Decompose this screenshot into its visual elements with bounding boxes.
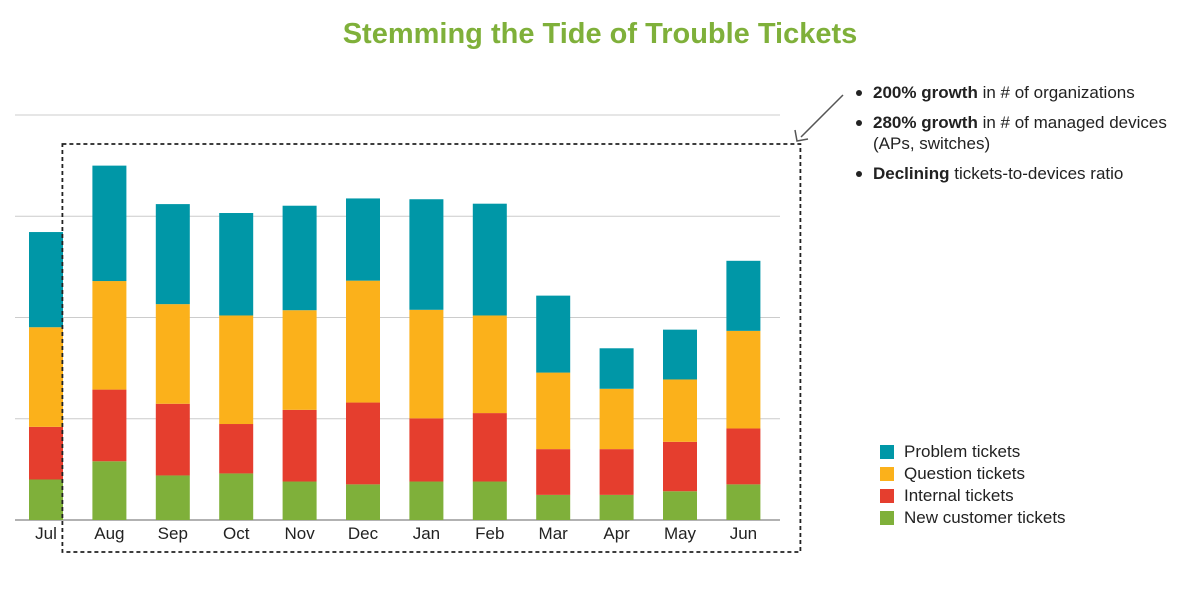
legend-label: Question tickets bbox=[904, 464, 1025, 483]
bar-segment-problem-tickets bbox=[663, 329, 697, 380]
annotation-arrow-line bbox=[800, 94, 844, 138]
bar-segment-question-tickets bbox=[155, 304, 190, 404]
bar-segment-internal-tickets bbox=[726, 428, 761, 485]
bar-segment-internal-tickets bbox=[346, 402, 380, 485]
bar-segment-internal-tickets bbox=[536, 449, 571, 495]
bar-segment-new-customer-tickets bbox=[472, 481, 507, 520]
bar-segment-question-tickets bbox=[472, 315, 507, 414]
bar-segment-question-tickets bbox=[219, 315, 254, 425]
legend-swatch-problem bbox=[880, 445, 894, 459]
bar-segment-new-customer-tickets bbox=[29, 479, 63, 520]
x-tick-label: Nov bbox=[284, 524, 315, 543]
legend-item: Problem tickets bbox=[880, 441, 1066, 463]
bar-segment-internal-tickets bbox=[29, 426, 63, 480]
x-tick-label: Dec bbox=[348, 524, 379, 543]
bar-segment-new-customer-tickets bbox=[536, 494, 571, 520]
bar-segment-new-customer-tickets bbox=[599, 494, 634, 520]
legend-swatch-internal bbox=[880, 489, 894, 503]
bar-segment-internal-tickets bbox=[472, 413, 507, 482]
bar-segment-problem-tickets bbox=[472, 203, 507, 316]
bar-segment-new-customer-tickets bbox=[726, 484, 761, 520]
annotation-text: in # of organizations bbox=[977, 83, 1135, 102]
bar-segment-new-customer-tickets bbox=[663, 491, 697, 520]
legend-label: New customer tickets bbox=[904, 508, 1066, 527]
bar-segment-question-tickets bbox=[536, 372, 571, 450]
bar-segment-internal-tickets bbox=[663, 441, 697, 492]
x-tick-label: Jan bbox=[413, 524, 440, 543]
chart-title: Stemming the Tide of Trouble Tickets bbox=[342, 18, 858, 50]
bar-segment-problem-tickets bbox=[282, 205, 317, 311]
gridlines bbox=[15, 114, 780, 521]
legend-item: Question tickets bbox=[880, 463, 1066, 485]
legend-label: Problem tickets bbox=[904, 442, 1021, 461]
bar-segment-internal-tickets bbox=[282, 409, 317, 482]
x-tick-label: Sep bbox=[158, 524, 188, 543]
bar-segment-new-customer-tickets bbox=[282, 481, 317, 520]
annotation-text: in # of managed devices (APs, switches) bbox=[873, 113, 1167, 153]
legend-label: Internal tickets bbox=[904, 486, 1014, 505]
bar-segment-question-tickets bbox=[92, 281, 127, 390]
bar-segment-problem-tickets bbox=[92, 165, 127, 282]
legend-swatch-new-customer bbox=[880, 511, 894, 525]
bar-segment-problem-tickets bbox=[726, 260, 761, 331]
bar-segment-problem-tickets bbox=[155, 204, 190, 305]
bar-stacks bbox=[29, 165, 761, 520]
x-tick-label: Jun bbox=[730, 524, 757, 543]
bar-segment-new-customer-tickets bbox=[346, 484, 380, 520]
bar-segment-new-customer-tickets bbox=[155, 475, 190, 520]
annotation-overlay bbox=[61, 94, 844, 553]
annotation-bullet: 280% growth in # of managed devices (APs… bbox=[855, 112, 1195, 154]
bar-segment-problem-tickets bbox=[219, 213, 254, 316]
x-tick-label: Aug bbox=[94, 524, 124, 543]
bar-segment-new-customer-tickets bbox=[409, 481, 444, 520]
x-tick-label: Feb bbox=[475, 524, 504, 543]
legend-swatch-question bbox=[880, 467, 894, 481]
annotation-bold: 200% growth bbox=[873, 83, 978, 102]
annotation-bold: 280% growth bbox=[873, 113, 978, 132]
bar-segment-new-customer-tickets bbox=[92, 461, 127, 520]
bar-segment-question-tickets bbox=[346, 280, 380, 403]
x-tick-label: May bbox=[664, 524, 697, 543]
bar-segment-internal-tickets bbox=[409, 418, 444, 482]
bar-segment-internal-tickets bbox=[92, 389, 127, 462]
bar-segment-question-tickets bbox=[599, 388, 634, 450]
bar-segment-internal-tickets bbox=[219, 424, 254, 474]
bar-segment-question-tickets bbox=[663, 379, 697, 442]
annotation-text: tickets-to-devices ratio bbox=[949, 164, 1124, 183]
annotation-bullet: 200% growth in # of organizations bbox=[855, 82, 1195, 103]
bar-segment-new-customer-tickets bbox=[219, 473, 254, 520]
x-tick-label: Apr bbox=[603, 524, 630, 543]
bar-segment-problem-tickets bbox=[536, 295, 571, 373]
bar-segment-internal-tickets bbox=[599, 449, 634, 495]
legend-item: New customer tickets bbox=[880, 507, 1066, 529]
bar-segment-question-tickets bbox=[409, 309, 444, 419]
bar-segment-question-tickets bbox=[282, 310, 317, 410]
bar-segment-problem-tickets bbox=[29, 232, 63, 328]
x-tick-label: Mar bbox=[539, 524, 569, 543]
x-tick-label: Jul bbox=[35, 524, 57, 543]
bar-segment-internal-tickets bbox=[155, 403, 190, 476]
annotation-arrow-head bbox=[794, 129, 809, 142]
x-tick-label: Oct bbox=[223, 524, 250, 543]
bar-segment-question-tickets bbox=[29, 327, 63, 427]
x-tick-labels: Jul Aug Sep Oct Nov Dec Jan Feb Mar Apr May Jun bbox=[35, 524, 757, 543]
bar-segment-question-tickets bbox=[726, 330, 761, 429]
bar-segment-problem-tickets bbox=[409, 199, 444, 310]
legend-item: Internal tickets bbox=[880, 485, 1066, 507]
bar-segment-problem-tickets bbox=[599, 348, 634, 389]
annotation-bold: Declining bbox=[873, 164, 950, 183]
chart-legend: Problem tickets Question tickets Interna… bbox=[880, 441, 1066, 529]
annotation-bullets: 200% growth in # of organizations 280% g… bbox=[855, 82, 1195, 193]
bar-segment-problem-tickets bbox=[346, 198, 380, 281]
annotation-bullet: Declining tickets-to-devices ratio bbox=[855, 163, 1195, 184]
annotation-box bbox=[61, 143, 802, 553]
